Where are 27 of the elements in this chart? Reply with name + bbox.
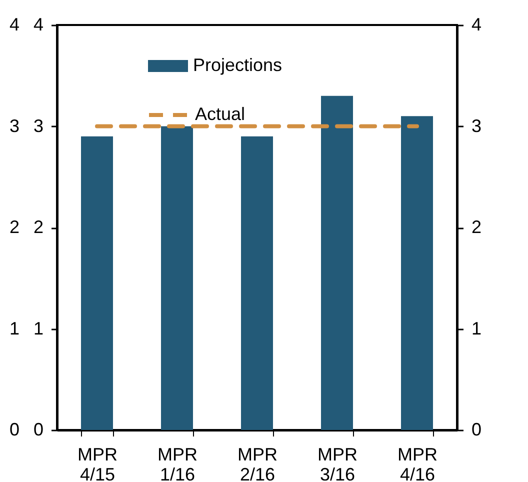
y2-tick-label: 0	[472, 420, 482, 440]
bar	[241, 136, 273, 430]
y-tick-label: 2	[33, 217, 44, 237]
y3-tick-label: 2	[9, 217, 20, 237]
bar	[81, 136, 113, 430]
x-tick-label: MPR 4/15	[78, 444, 118, 482]
legend-label: Projections	[193, 55, 282, 75]
y2-tick-label: 2	[472, 217, 482, 237]
y2-tick-label: 4	[472, 14, 482, 34]
y3-tick-label: 1	[9, 318, 20, 338]
x-tick-label: MPR 1/16	[158, 444, 198, 482]
y-tick-label: 1	[33, 318, 44, 338]
x-tick-label: MPR 2/16	[238, 444, 278, 482]
bar	[161, 126, 193, 430]
y3-tick-label: 0	[9, 420, 20, 440]
y3-tick-label: 4	[9, 14, 20, 34]
y2-tick-label: 1	[472, 318, 482, 338]
bar	[401, 116, 433, 430]
y-tick-label: 3	[33, 116, 44, 136]
y-tick-label: 0	[33, 420, 44, 440]
y-tick-label: 4	[33, 14, 44, 34]
x-tick-label: MPR 4/16	[398, 444, 438, 482]
y3-tick-label: 3	[9, 116, 20, 136]
y2-tick-label: 3	[472, 116, 482, 136]
legend-label: Actual	[195, 104, 246, 124]
bar	[321, 96, 353, 430]
x-tick-label: MPR 3/16	[318, 444, 358, 482]
